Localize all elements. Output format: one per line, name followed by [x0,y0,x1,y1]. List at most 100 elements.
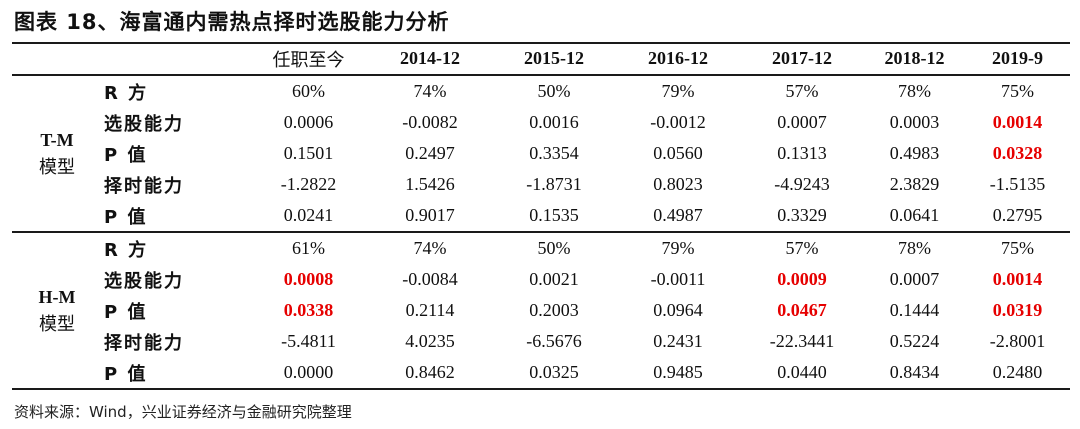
metric-label: P 值 [104,301,148,323]
model-label: H-M 模型 [12,231,102,388]
value-cell: -4.9243 [774,174,830,194]
value-cell: -0.0011 [650,269,706,289]
header-row: 任职至今 2014-12 2015-12 2016-12 2017-12 201… [12,43,1070,75]
highlighted-value-cell: 0.0014 [992,112,1043,132]
highlighted-value-cell: 0.0014 [992,269,1043,289]
value-cell: 0.0021 [529,269,579,289]
value-cell: 78% [864,74,965,107]
value-cell: 61% [249,231,368,264]
column-header: 2018-12 [884,48,945,68]
value-cell: 2.3829 [889,174,940,194]
model-suffix: 模型 [39,313,75,335]
value-cell: 0.2431 [653,331,703,351]
highlighted-value-cell: 0.0338 [283,300,334,320]
value-cell: 1.5426 [405,174,455,194]
value-cell: 0.2795 [992,205,1043,225]
value-cell: 0.0325 [529,362,579,382]
value-cell: 0.4983 [889,143,940,163]
value-cell: 78% [864,231,965,264]
model-suffix: 模型 [39,156,75,178]
metric-label: 择时能力 [104,332,184,354]
value-cell: 0.1535 [529,205,579,225]
value-cell: 0.0006 [283,112,334,132]
value-cell: 75% [965,231,1070,264]
value-cell: 0.0003 [889,112,940,132]
table-row: P 值 0.1501 0.2497 0.3354 0.0560 0.1313 0.4983 0… [12,138,1070,169]
highlighted-value-cell: 0.0319 [992,300,1043,320]
value-cell: 0.8462 [405,362,455,382]
bottom-rule [12,388,1070,390]
value-cell: 0.3329 [777,205,827,225]
value-cell: 0.0641 [889,205,940,225]
value-cell: 57% [740,231,864,264]
model-name: T-M [40,129,74,150]
value-cell: -22.3441 [769,331,835,351]
value-cell: 0.5224 [889,331,940,351]
value-cell: 74% [368,74,492,107]
value-cell: 0.0241 [283,205,334,225]
value-cell: -1.5135 [989,174,1046,194]
value-cell: 0.0016 [529,112,579,132]
highlighted-value-cell: 0.0009 [777,269,827,289]
value-cell: 0.2003 [529,300,579,320]
metric-label: 选股能力 [104,113,184,135]
top-rule [12,42,1070,44]
value-cell: -1.8731 [526,174,582,194]
value-cell: 74% [368,231,492,264]
value-cell: 0.9485 [653,362,703,382]
table-row: T-M 模型 R 方 60% 74% 50% 79% 57% 78% 75% [12,74,1070,232]
value-cell: 60% [249,74,368,107]
highlighted-value-cell: 0.0328 [992,143,1043,163]
highlighted-value-cell: 0.0008 [283,269,334,289]
value-cell: 0.8434 [889,362,940,382]
value-cell: 0.3354 [529,143,579,163]
metric-label: R 方 [102,231,249,264]
model-label: T-M 模型 [12,74,102,232]
metric-label: P 值 [104,363,148,385]
value-cell: 0.0000 [283,362,334,382]
value-cell: 0.0007 [777,112,827,132]
table-row: 选股能力 0.0008 -0.0084 0.0021 -0.0011 0.0009 0.00… [12,264,1070,295]
value-cell: 0.0440 [777,362,827,382]
column-header: 2015-12 [524,48,584,68]
highlighted-value-cell: 0.0467 [777,300,827,320]
model-name: H-M [38,286,76,307]
table-row: P 值 0.0241 0.9017 0.1535 0.4987 0.3329 0.0641 0… [12,200,1070,232]
column-header: 任职至今 [272,49,345,71]
value-cell: 0.0560 [653,143,703,163]
value-cell: 0.1444 [889,300,940,320]
value-cell: 79% [616,231,740,264]
value-cell: -5.4811 [281,331,336,351]
table-row: 选股能力 0.0006 -0.0082 0.0016 -0.0012 0.0007 0.00… [12,107,1070,138]
value-cell: 0.2497 [405,143,455,163]
metric-label: R 方 [102,74,249,107]
value-cell: 0.2114 [405,300,455,320]
value-cell: 0.0007 [889,269,940,289]
value-cell: -0.0084 [402,269,458,289]
table-row: 择时能力 -5.4811 4.0235 -6.5676 0.2431 -22.3441 0.… [12,326,1070,357]
metric-label: P 值 [104,206,148,228]
value-cell: 50% [492,231,616,264]
metric-label: 择时能力 [104,175,184,197]
header-blank-metric [102,43,249,75]
column-header: 2014-12 [400,48,460,68]
table-title: 图表 18、海富通内需热点择时选股能力分析 [14,10,450,34]
value-cell: -0.0082 [402,112,458,132]
table-row: 择时能力 -1.2822 1.5426 -1.8731 0.8023 -4.9243 2.3… [12,169,1070,200]
value-cell: 0.1501 [283,143,334,163]
value-cell: 75% [965,74,1070,107]
value-cell: 0.0964 [653,300,703,320]
value-cell: 0.8023 [653,174,703,194]
metric-label: P 值 [104,144,148,166]
value-cell: -2.8001 [989,331,1046,351]
column-header: 2016-12 [648,48,708,68]
header-blank-model [12,43,102,75]
value-cell: 0.2480 [992,362,1043,382]
table-row: P 值 0.0000 0.8462 0.0325 0.9485 0.0440 0.8434 0… [12,357,1070,388]
performance-table: 任职至今 2014-12 2015-12 2016-12 2017-12 201… [12,43,1070,388]
value-cell: 57% [740,74,864,107]
column-header: 2017-12 [772,48,832,68]
value-cell: 50% [492,74,616,107]
value-cell: 0.9017 [405,205,455,225]
value-cell: 4.0235 [405,331,455,351]
